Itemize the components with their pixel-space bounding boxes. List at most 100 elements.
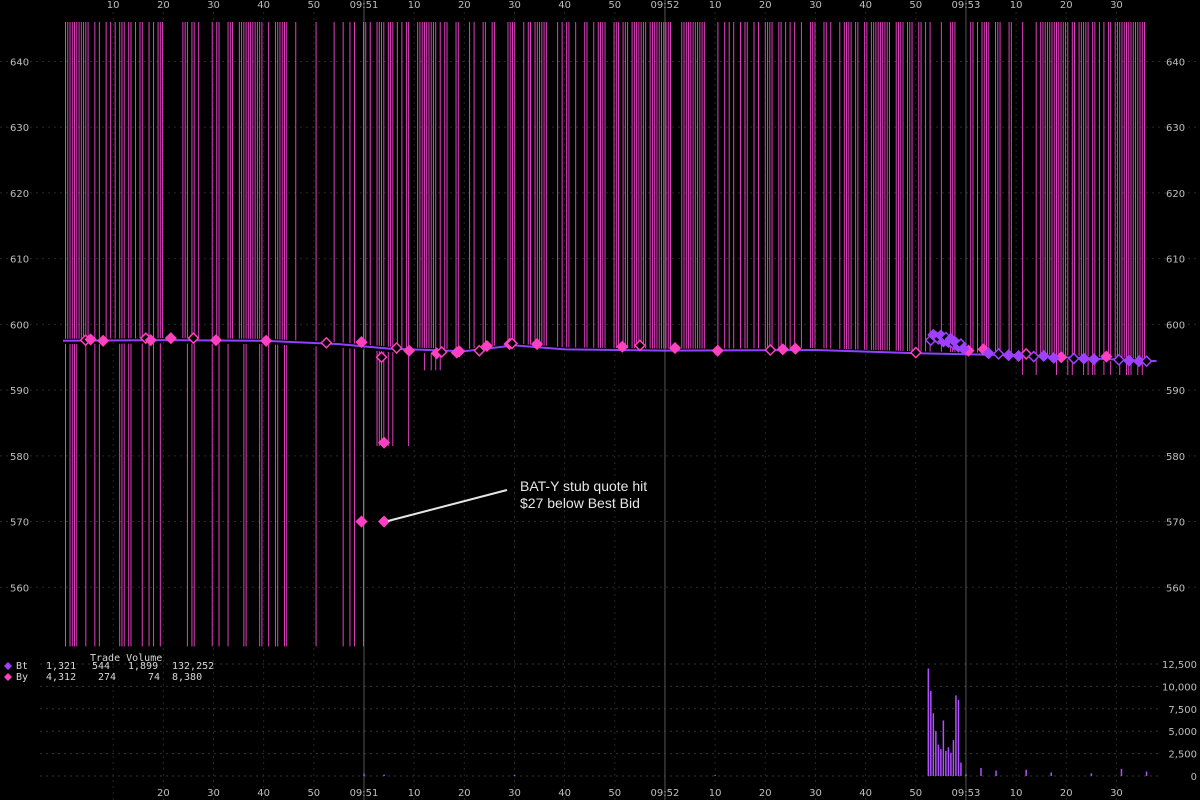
price-tick-right: 630 bbox=[1166, 123, 1185, 134]
time-tick-top: 10 bbox=[1010, 0, 1023, 11]
price-tick-left: 580 bbox=[10, 452, 29, 463]
bt-trade-marker bbox=[992, 347, 1005, 360]
bt-trade-marker bbox=[1047, 351, 1060, 364]
time-tick-bottom: 30 bbox=[809, 788, 822, 799]
by-trade-marker bbox=[260, 334, 273, 347]
time-tick-bottom: 10 bbox=[1010, 788, 1023, 799]
by-trade-marker bbox=[764, 343, 777, 357]
by-trade-marker bbox=[1055, 351, 1068, 364]
time-tick-bottom: 09:51 bbox=[350, 788, 379, 799]
by-trade-marker bbox=[473, 344, 486, 357]
by-trade-marker bbox=[375, 351, 388, 364]
bt-trade-marker bbox=[957, 342, 970, 355]
time-tick-bottom: 40 bbox=[257, 788, 270, 799]
time-tick-top: 09:51 bbox=[350, 0, 379, 11]
legend-bt-value-3: 1,899 bbox=[128, 661, 158, 672]
time-tick-bottom: 30 bbox=[207, 788, 220, 799]
by-trade-marker bbox=[711, 344, 724, 357]
price-tick-right: 590 bbox=[1166, 386, 1185, 397]
time-tick-top: 09:53 bbox=[952, 0, 981, 11]
bt-trade-marker bbox=[1140, 355, 1153, 368]
trade-markers bbox=[79, 328, 1153, 528]
by-trade-marker bbox=[633, 339, 646, 352]
by-trade-marker bbox=[355, 515, 368, 528]
by-trade-marker bbox=[480, 339, 493, 353]
legend-bt-value-2: 544 bbox=[92, 661, 110, 672]
legend-by-value-2: 274 bbox=[98, 672, 116, 683]
legend: Trade Volume Bt 1,321 544 1,899 132,252 … bbox=[4, 653, 214, 683]
price-tick-left: 630 bbox=[10, 123, 29, 134]
by-trade-marker bbox=[355, 336, 368, 349]
time-tick-top: 30 bbox=[207, 0, 220, 11]
time-tick-top: 50 bbox=[307, 0, 320, 11]
volume-tick: 7,500 bbox=[1168, 705, 1197, 716]
by-trade-marker bbox=[453, 345, 466, 358]
price-tick-left: 560 bbox=[10, 583, 29, 594]
by-trade-marker bbox=[144, 334, 157, 347]
time-tick-bottom: 10 bbox=[709, 788, 722, 799]
price-tick-right: 620 bbox=[1166, 189, 1185, 200]
legend-header: Trade Volume bbox=[90, 653, 162, 664]
price-tick-left: 620 bbox=[10, 189, 29, 200]
time-tick-top: 09:52 bbox=[651, 0, 680, 11]
bt-trade-marker bbox=[1037, 349, 1050, 362]
time-tick-top: 20 bbox=[1060, 0, 1073, 11]
bt-trade-marker bbox=[1087, 353, 1100, 366]
bt-trade-marker bbox=[1012, 349, 1025, 362]
time-tick-top: 30 bbox=[809, 0, 822, 11]
time-tick-top: 30 bbox=[1110, 0, 1123, 11]
legend-by-value-3: 74 bbox=[148, 672, 160, 683]
legend-by-value-1: 4,312 bbox=[46, 672, 76, 683]
price-tick-right: 580 bbox=[1166, 452, 1185, 463]
time-tick-bottom: 30 bbox=[508, 788, 521, 799]
by-trade-marker bbox=[84, 333, 97, 346]
legend-bt-value-4: 132,252 bbox=[172, 661, 214, 672]
time-tick-bottom: 20 bbox=[157, 788, 170, 799]
time-tick-top: 40 bbox=[859, 0, 872, 11]
volume-panel bbox=[363, 668, 1148, 776]
legend-bt-swatch bbox=[4, 662, 12, 670]
by-trade-marker bbox=[390, 341, 403, 355]
by-trade-marker bbox=[909, 346, 922, 359]
time-tick-top: 10 bbox=[107, 0, 120, 11]
price-tick-right: 640 bbox=[1166, 57, 1185, 68]
by-trade-marker bbox=[668, 341, 682, 355]
price-tick-right: 570 bbox=[1166, 518, 1185, 529]
annotation-arrow bbox=[387, 489, 508, 522]
time-tick-bottom: 10 bbox=[408, 788, 421, 799]
volume-tick: 10,000 bbox=[1162, 682, 1197, 693]
time-tick-top: 10 bbox=[709, 0, 722, 11]
time-tick-top: 50 bbox=[608, 0, 621, 11]
legend-bt-value-1: 1,321 bbox=[46, 661, 76, 672]
price-tick-left: 590 bbox=[10, 386, 29, 397]
annotation-line-2: $27 below Best Bid bbox=[520, 495, 640, 511]
legend-bt-symbol: Bt bbox=[16, 661, 28, 672]
time-tick-bottom: 09:52 bbox=[651, 788, 680, 799]
volume-tick: 0 bbox=[1191, 772, 1197, 783]
by-trade-marker bbox=[789, 342, 802, 355]
time-tick-top: 20 bbox=[759, 0, 772, 11]
time-tick-top: 20 bbox=[157, 0, 170, 11]
by-trade-marker bbox=[403, 344, 416, 357]
by-trade-marker bbox=[776, 343, 789, 356]
time-tick-bottom: 50 bbox=[307, 788, 320, 799]
time-tick-top: 50 bbox=[909, 0, 922, 11]
legend-by-symbol: By bbox=[16, 672, 28, 683]
annotation-line-1: BAT-Y stub quote hit bbox=[520, 478, 647, 494]
by-trade-marker bbox=[164, 332, 177, 345]
time-tick-bottom: 40 bbox=[859, 788, 872, 799]
price-tick-left: 570 bbox=[10, 518, 29, 529]
volume-tick: 2,500 bbox=[1168, 750, 1197, 761]
by-trade-marker bbox=[377, 436, 391, 449]
by-trade-marker bbox=[530, 338, 544, 351]
price-tick-left: 610 bbox=[10, 255, 29, 266]
by-trade-marker bbox=[187, 332, 200, 345]
volume-tick: 5,000 bbox=[1168, 727, 1197, 738]
time-tick-top: 30 bbox=[508, 0, 521, 11]
time-tick-bottom: 20 bbox=[759, 788, 772, 799]
time-tick-bottom: 50 bbox=[909, 788, 922, 799]
price-tick-left: 640 bbox=[10, 57, 29, 68]
by-trade-marker bbox=[320, 336, 333, 349]
by-trade-marker bbox=[616, 340, 629, 353]
